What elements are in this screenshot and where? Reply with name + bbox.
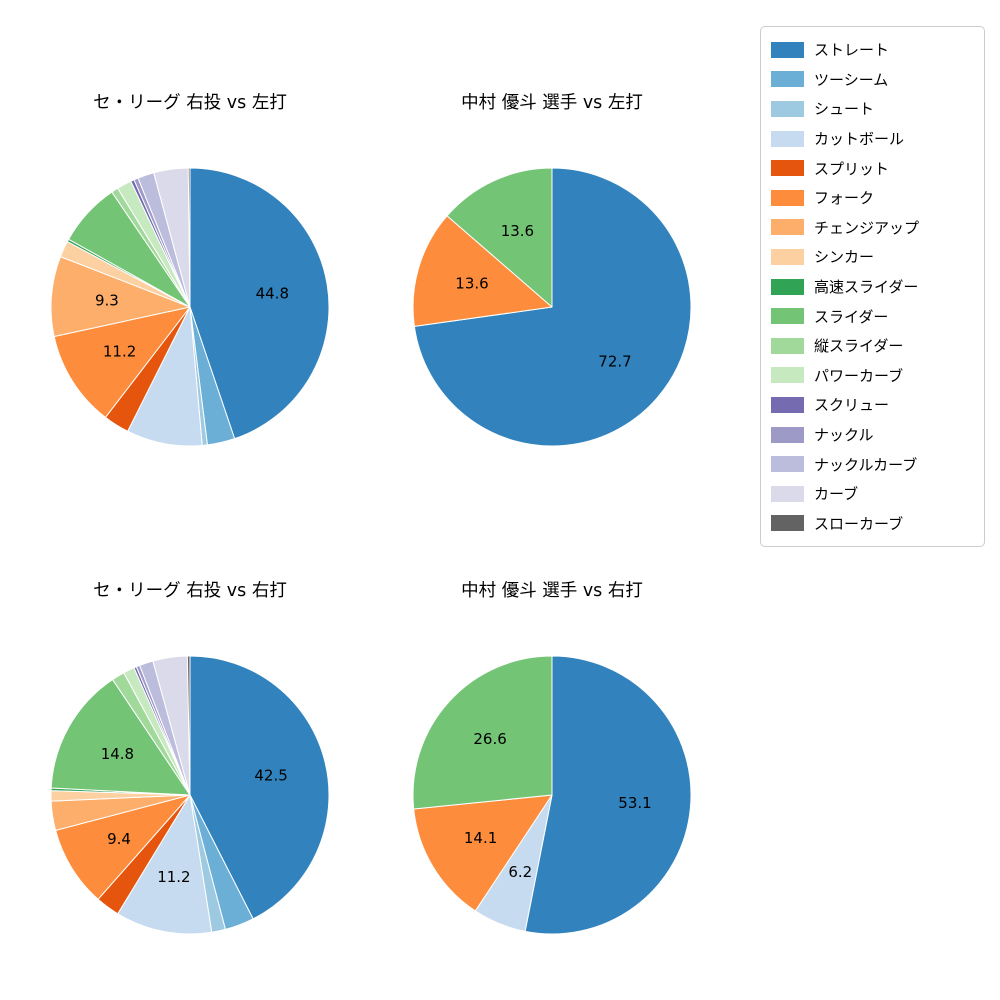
legend-label: 縦スライダー — [814, 337, 904, 356]
legend-swatch — [771, 278, 804, 295]
pie-slice-label: 14.1 — [464, 829, 497, 847]
pie-slice-スローカーブ — [186, 655, 191, 796]
chart-title: 中村 優斗 選手 vs 左打 — [461, 93, 643, 113]
legend-label: ナックルカーブ — [814, 455, 918, 474]
legend-label: フォーク — [814, 189, 875, 208]
legend-swatch — [771, 426, 804, 443]
pie-slice-スローカーブ — [187, 167, 191, 308]
pie-slice-label: 26.6 — [473, 730, 506, 748]
chart-title: 中村 優斗 選手 vs 右打 — [461, 581, 643, 601]
legend-label: ストレート — [814, 41, 890, 60]
legend-swatch — [771, 100, 804, 117]
legend-swatch — [771, 337, 804, 354]
legend-item: シンカー — [771, 242, 978, 272]
chart-player-vs-left: 中村 優斗 選手 vs 左打 72.7 13.6 13.6 — [382, 92, 722, 451]
chart-title: セ・リーグ 右投 vs 左打 — [93, 93, 287, 113]
legend-item: スライダー — [771, 301, 978, 331]
legend-swatch — [771, 219, 804, 236]
legend-item: ツーシーム — [771, 65, 978, 95]
pie-slice-label: 44.8 — [256, 284, 289, 302]
legend-swatch — [771, 308, 804, 325]
legend-swatch — [771, 515, 804, 532]
pie-chart-league-vs-left: 44.8 11.2 9.3 — [50, 167, 330, 447]
chart-player-vs-right: 中村 優斗 選手 vs 右打 53.1 6.2 14.1 26.6 — [382, 580, 722, 939]
legend-swatch — [771, 160, 804, 177]
pie-slice-ストレート — [189, 167, 330, 440]
legend-item: シュート — [771, 94, 978, 124]
chart-league-vs-left: セ・リーグ 右投 vs 左打 44.8 11.2 9.3 — [20, 92, 360, 451]
legend-item: スクリュー — [771, 390, 978, 420]
legend-label: スライダー — [814, 307, 889, 326]
pie-slice-label: 9.4 — [107, 830, 131, 848]
chart-title: セ・リーグ 右投 vs 右打 — [93, 581, 287, 601]
pie-slice-ストレート — [189, 655, 330, 920]
legend-label: ナックル — [814, 426, 874, 445]
pie-slice-label: 42.5 — [254, 767, 287, 785]
pie-slice-label: 11.2 — [103, 343, 136, 361]
legend-swatch — [771, 456, 804, 473]
legend-swatch — [771, 41, 804, 58]
legend-item: ナックルカーブ — [771, 449, 978, 479]
chart-league-vs-right: セ・リーグ 右投 vs 右打 42.5 11.2 9.4 14.8 — [20, 580, 360, 939]
legend-label: スプリット — [814, 159, 890, 178]
pie-slice-label: 11.2 — [157, 868, 190, 886]
legend-item: 高速スライダー — [771, 272, 978, 302]
legend-item: フォーク — [771, 183, 978, 213]
legend-swatch — [771, 396, 804, 413]
legend-swatch — [771, 485, 804, 502]
pie-slice-ストレート — [413, 167, 692, 447]
pie-slice-label: 14.8 — [101, 745, 134, 763]
pie-slice-label: 72.7 — [598, 353, 631, 371]
pie-slice-スライダー — [446, 167, 553, 308]
legend-label: シンカー — [814, 248, 875, 267]
legend-label: ツーシーム — [814, 70, 889, 89]
pie-chart-league-vs-right: 42.5 11.2 9.4 14.8 — [50, 655, 330, 935]
legend-label: パワーカーブ — [814, 366, 904, 385]
legend-swatch — [771, 130, 804, 147]
legend-item: カーブ — [771, 479, 978, 509]
pie-slice-フォーク — [55, 794, 191, 900]
legend-item: スプリット — [771, 153, 978, 183]
legend-label: スローカーブ — [814, 514, 904, 533]
pie-chart-player-vs-right: 53.1 6.2 14.1 26.6 — [412, 655, 692, 935]
legend-swatch — [771, 189, 804, 206]
legend-item: ストレート — [771, 35, 978, 65]
legend-item: パワーカーブ — [771, 361, 978, 391]
pie-slice-label: 53.1 — [618, 794, 651, 812]
pie-slice-label: 13.6 — [455, 274, 488, 292]
pie-slice-ストレート — [524, 655, 692, 935]
pie-slice-チェンジアップ — [50, 256, 191, 337]
legend-items: ストレートツーシームシュートカットボール スプリットフォークチェンジアップ シンカー… — [771, 35, 978, 538]
legend-label: 高速スライダー — [814, 278, 919, 297]
pie-slice-スライダー — [50, 679, 191, 796]
legend-label: カットボール — [814, 130, 905, 149]
pie-slice-フォーク — [412, 215, 553, 327]
legend-item: チェンジアップ — [771, 213, 978, 243]
legend-item: 縦スライダー — [771, 331, 978, 361]
pie-slice-label: 6.2 — [508, 863, 532, 881]
legend-item: カットボール — [771, 124, 978, 154]
pie-chart-player-vs-left: 72.7 13.6 13.6 — [412, 167, 692, 447]
pie-slice-label: 13.6 — [501, 222, 534, 240]
legend-swatch — [771, 71, 804, 88]
legend-item: スローカーブ — [771, 509, 978, 539]
legend-swatch — [771, 367, 804, 384]
legend-label: チェンジアップ — [814, 218, 920, 237]
pie-slice-カットボール — [117, 794, 213, 935]
legend: ストレートツーシームシュートカットボール スプリットフォークチェンジアップ シンカー… — [760, 26, 985, 548]
legend-item: ナックル — [771, 420, 978, 450]
legend-swatch — [771, 248, 804, 265]
legend-label: カーブ — [814, 485, 859, 504]
pie-slice-スライダー — [412, 655, 553, 810]
legend-label: スクリュー — [814, 396, 890, 415]
pie-slice-フォーク — [413, 794, 553, 912]
legend-label: シュート — [814, 100, 875, 119]
pie-slice-フォーク — [53, 306, 191, 418]
pie-slice-label: 9.3 — [95, 292, 119, 310]
